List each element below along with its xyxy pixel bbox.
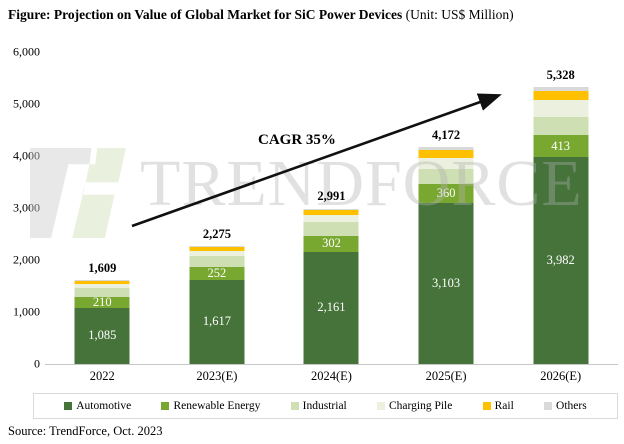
stacked-bar-2025-e-: 3,103 360: [418, 147, 474, 364]
x-axis-labels: 2022 2023(E) 2024(E) 2025(E) 2026(E): [45, 369, 618, 384]
bars-layer: 1,085 210 1,609 1,617 252 2,275 2,161 302 2,991 3…: [45, 52, 618, 364]
segment-value-label: 1,085: [88, 328, 117, 343]
legend-label: Industrial: [302, 400, 347, 412]
legend-swatch-icon: [64, 402, 73, 410]
legend: Automotive Renewable Energy Industrial Char…: [33, 393, 618, 419]
bar-column-2024-e-: 2,161 302 2,991: [274, 52, 389, 364]
segment-charging-pile: [418, 157, 474, 169]
segment-value-label: 1,617: [202, 314, 231, 329]
x-axis-label-2023-e-: 2023(E): [196, 369, 238, 383]
legend-item-industrial: Industrial: [290, 400, 347, 412]
segment-value-label: 210: [92, 294, 112, 309]
legend-swatch-icon: [482, 402, 491, 410]
segment-renewable-energy: 413: [533, 135, 589, 157]
segment-charging-pile: [74, 283, 130, 289]
legend-label: Renewable Energy: [173, 400, 261, 412]
bar-total-label: 5,328: [546, 67, 575, 82]
segment-automotive: 3,103: [418, 202, 474, 364]
bar-column-2026-e-: 3,982 413 5,328: [503, 52, 618, 364]
plot-area: 1,085 210 1,609 1,617 252 2,275 2,161 302 2,991 3…: [45, 52, 618, 365]
figure-title-unit: (Unit: US$ Million): [402, 7, 514, 22]
segment-others: [189, 245, 245, 248]
y-tick-label: 4,000: [13, 148, 40, 163]
segment-renewable-energy: 210: [74, 294, 130, 309]
y-tick-label: 5,000: [13, 96, 40, 111]
y-tick-label: 0: [34, 356, 40, 371]
segment-industrial: [303, 221, 359, 236]
x-axis-label-2022: 2022: [89, 369, 115, 383]
segment-rail: [418, 150, 474, 158]
segment-others: [418, 147, 474, 151]
segment-rail: [303, 210, 359, 215]
segment-automotive: 2,161: [303, 251, 359, 364]
y-tick-label: 3,000: [13, 200, 40, 215]
segment-value-label: 3,103: [432, 275, 461, 290]
segment-industrial: [533, 116, 589, 136]
figure-title-main: Figure: Projection on Value of Global Ma…: [8, 7, 403, 22]
legend-swatch-icon: [544, 402, 553, 410]
stacked-bar-2024-e-: 2,161 302: [303, 208, 359, 364]
bar-total-label: 4,172: [432, 128, 461, 143]
segment-industrial: [74, 288, 130, 297]
x-axis-label-2024-e-: 2024(E): [311, 369, 352, 383]
segment-rail: [533, 90, 589, 100]
legend-label: Charging Pile: [389, 400, 453, 412]
segment-value-label: 2,161: [317, 300, 346, 315]
figure-title: Figure: Projection on Value of Global Ma…: [8, 7, 514, 23]
cagr-label: CAGR 35%: [258, 132, 336, 148]
segment-charging-pile: [303, 214, 359, 222]
segment-industrial: [418, 168, 474, 184]
y-tick-label: 1,000: [13, 304, 40, 319]
segment-renewable-energy: 302: [303, 235, 359, 252]
legend-item-automotive: Automotive: [64, 400, 131, 412]
x-axis-line: [45, 364, 618, 365]
segment-value-label: 413: [551, 138, 571, 153]
segment-rail: [189, 247, 245, 251]
y-axis: 0 1,000 2,000 3,000 4,000 5,000 6,000: [0, 45, 40, 371]
legend-item-rail: Rail: [482, 400, 514, 412]
source-note: Source: TrendForce, Oct. 2023: [8, 424, 163, 438]
stacked-bar-2022: 1,085 210: [74, 280, 130, 364]
stacked-bar-2023-e-: 1,617 252: [189, 245, 245, 364]
legend-swatch-icon: [377, 402, 385, 410]
segment-automotive: 1,617: [189, 279, 245, 364]
stacked-bar-2026-e-: 3,982 413: [533, 86, 589, 364]
legend-label: Others: [556, 400, 587, 412]
bar-total-label: 2,991: [317, 189, 346, 204]
legend-swatch-icon: [161, 402, 170, 410]
bar-total-label: 1,609: [88, 261, 117, 276]
segment-others: [303, 208, 359, 211]
segment-value-label: 252: [207, 265, 227, 280]
segment-automotive: 1,085: [74, 307, 130, 364]
legend-swatch-icon: [290, 402, 299, 410]
segment-others: [533, 86, 589, 91]
segment-others: [74, 280, 130, 282]
segment-industrial: [189, 255, 245, 267]
y-tick-label: 2,000: [13, 252, 40, 267]
segment-value-label: 360: [436, 185, 456, 200]
segment-automotive: 3,982: [533, 156, 589, 364]
legend-label: Rail: [494, 400, 514, 412]
legend-item-charging-pile: Charging Pile: [377, 400, 452, 412]
bar-total-label: 2,275: [202, 226, 231, 241]
segment-value-label: 3,982: [546, 252, 575, 267]
segment-renewable-energy: 252: [189, 265, 245, 280]
segment-charging-pile: [189, 250, 245, 256]
bar-column-2022: 1,085 210 1,609: [45, 52, 160, 364]
legend-item-others: Others: [544, 400, 587, 412]
y-tick-label: 6,000: [13, 44, 40, 59]
segment-charging-pile: [533, 99, 589, 117]
x-axis-label-2026-e-: 2026(E): [540, 369, 582, 383]
legend-label: Automotive: [76, 400, 132, 412]
x-axis-label-2025-e-: 2025(E): [425, 369, 467, 383]
legend-item-renewable-energy: Renewable Energy: [161, 400, 260, 412]
segment-renewable-energy: 360: [418, 183, 474, 203]
segment-value-label: 302: [322, 236, 341, 251]
bar-column-2025-e-: 3,103 360 4,172: [389, 52, 504, 364]
bar-column-2023-e-: 1,617 252 2,275: [160, 52, 275, 364]
segment-rail: [74, 281, 130, 284]
